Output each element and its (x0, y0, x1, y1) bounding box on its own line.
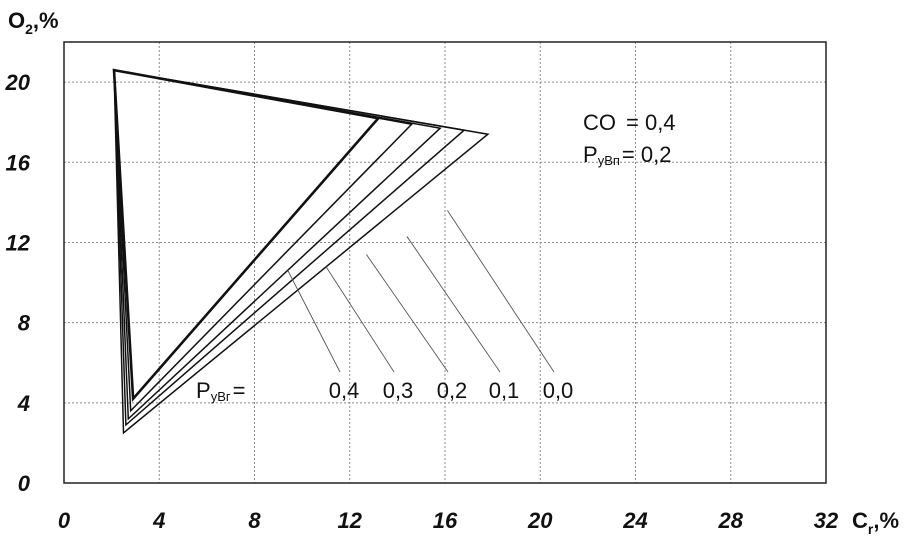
pr-values: 0,4 0,3 0,2 0,1 0,0 (329, 378, 574, 403)
y-tick-label: 20 (5, 70, 31, 95)
co-annotation: CO = 0,4 (583, 110, 676, 135)
leader-line-0 (287, 270, 341, 373)
x-tick-label: 0 (58, 508, 71, 533)
x-tick-label: 32 (814, 508, 839, 533)
y-tick-labels: 0 4 8 12 16 20 (5, 70, 31, 496)
x-tick-label: 24 (622, 508, 647, 533)
x-tick-label: 4 (152, 508, 165, 533)
pr-value-label: 0,3 (383, 378, 414, 403)
series-layer (112, 68, 490, 435)
x-tick-label: 8 (248, 508, 261, 533)
grid (64, 41, 826, 483)
y-tick-label: 16 (6, 150, 31, 175)
leader-line-2 (366, 254, 449, 373)
x-tick-label: 28 (718, 508, 744, 533)
x-tick-label: 12 (338, 508, 363, 533)
pr-value-label: 0,4 (329, 378, 360, 403)
y-tick-label: 12 (6, 230, 31, 255)
pr-annotation: PуВг= (196, 378, 245, 404)
pr-value-label: 0,1 (489, 378, 520, 403)
series-line-4 (112, 68, 381, 403)
leader-line-1 (325, 266, 395, 373)
x-axis-label: Cr,% (852, 508, 899, 537)
leader-lines (287, 210, 555, 373)
y-axis-label: O2,% (8, 8, 59, 37)
pv-annotation: PуВп= 0,2 (583, 142, 671, 168)
series-line-1 (113, 69, 466, 427)
x-tick-label: 20 (527, 508, 553, 533)
y-tick-label: 8 (18, 311, 31, 336)
x-tick-label: 16 (433, 508, 458, 533)
x-tick-labels: 0 4 8 12 16 20 24 28 32 (58, 508, 839, 533)
plot-frame (63, 41, 827, 484)
y-tick-label: 4 (17, 391, 30, 416)
leader-line-3 (406, 236, 501, 373)
pr-value-label: 0,2 (437, 378, 468, 403)
pr-value-label: 0,0 (543, 378, 574, 403)
leader-line-4 (447, 210, 555, 373)
y-tick-label: 0 (18, 471, 31, 496)
series-line-3 (113, 69, 414, 413)
